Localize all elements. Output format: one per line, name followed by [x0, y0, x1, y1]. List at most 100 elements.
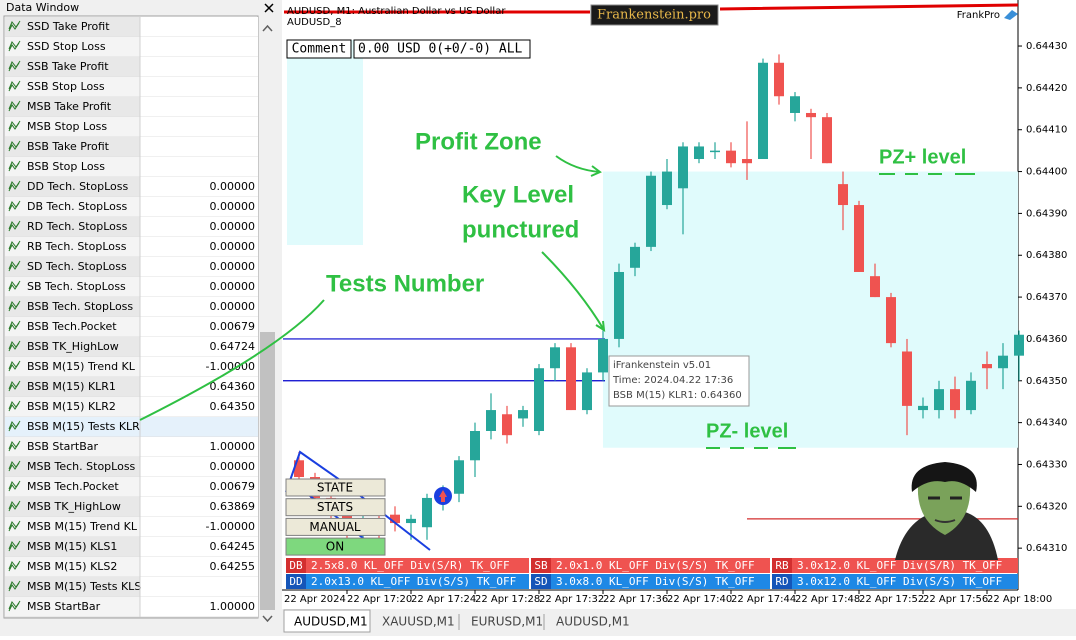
row-value: 0.00000: [210, 260, 256, 273]
row-bg: [5, 477, 140, 497]
row-bg: [140, 597, 258, 617]
status-bg: [286, 558, 529, 573]
button[interactable]: [285, 478, 386, 497]
row-icon: [8, 40, 21, 52]
row-value: 0.64245: [210, 540, 256, 553]
candle-body: [694, 146, 704, 160]
comment-label: Comment: [292, 42, 347, 57]
candle-body: [838, 184, 848, 206]
expert-hat: [1004, 10, 1018, 20]
row-name: DD Tech. StopLoss: [27, 180, 128, 193]
row-icon: [8, 420, 21, 432]
candle-body: [390, 514, 400, 524]
tooltip-line: iFrankenstein v5.01: [613, 360, 711, 371]
button[interactable]: [285, 517, 386, 536]
annotation: Tests Number: [326, 270, 484, 297]
tab-label[interactable]: AUDUSD,M1: [294, 615, 368, 629]
row-icon: [8, 340, 21, 352]
candle-body: [566, 347, 576, 411]
row-bg: [5, 597, 140, 617]
row-bg: [140, 537, 258, 557]
row-name: SSB Take Profit: [27, 60, 109, 73]
status-bg: [531, 574, 770, 589]
row-name: BSB Tech.Pocket: [27, 320, 117, 333]
tab-label[interactable]: EURUSD,M1: [471, 615, 543, 629]
candle-body: [470, 430, 480, 461]
button-label[interactable]: STATE: [317, 481, 353, 495]
row-value: 0.64350: [210, 400, 256, 413]
button[interactable]: [285, 537, 386, 556]
row-name: SD Tech. StopLoss: [27, 260, 127, 273]
row-name: BSB M(15) Trend KL: [27, 360, 136, 373]
row-value: 0.00000: [210, 280, 256, 293]
button-label[interactable]: MANUAL: [309, 520, 361, 534]
row-bg: [5, 317, 140, 337]
row-icon: [8, 220, 21, 232]
tab-label[interactable]: AUDUSD,M1: [556, 615, 630, 629]
row-icon: [8, 180, 21, 192]
row-value: 0.00679: [210, 320, 256, 333]
row-bg: [5, 197, 140, 217]
row-icon: [8, 520, 21, 532]
brand: Frankenstein.pro: [597, 8, 711, 23]
row-icon: [8, 260, 21, 272]
row-value: 0.00000: [210, 220, 256, 233]
comment-label-box: [286, 39, 352, 59]
row-bg: [140, 377, 258, 397]
status-text: 3.0x12.0 KL_OFF Div(S/R) TK_OFF: [797, 559, 1002, 572]
row-name: MSB M(15) KLS1: [27, 540, 117, 553]
status-text: 2.0x13.0 KL_OFF Div(S/S) TK_OFF: [311, 575, 516, 588]
y-tick-label: 0.64320: [1026, 501, 1067, 512]
row-icon: [8, 280, 21, 292]
status-tag-bg: [772, 558, 792, 573]
row-name: MSB M(15) Trend KL: [27, 520, 138, 533]
candle-body: [422, 497, 432, 528]
candle-body: [662, 171, 672, 206]
button[interactable]: [285, 498, 386, 517]
row-icon: [8, 560, 21, 572]
brand-box: [590, 4, 719, 26]
row-name: BSB M(15) Tests KLR: [27, 420, 140, 433]
close-icon[interactable]: [264, 3, 274, 13]
row-bg: [5, 337, 140, 357]
scroll-up[interactable]: [262, 24, 273, 32]
row-bg: [5, 77, 140, 97]
row-name: BSB Tech. StopLoss: [27, 300, 133, 313]
y-tick-label: 0.64430: [1026, 41, 1067, 52]
status-tag: RB: [775, 559, 789, 572]
row-value: 0.00000: [210, 460, 256, 473]
candle-body: [870, 276, 880, 298]
arrow: [139, 299, 325, 421]
y-tick-label: 0.64330: [1026, 459, 1067, 470]
row-value: 0.63869: [210, 500, 256, 513]
candle-body: [614, 271, 624, 339]
row-icon: [8, 600, 21, 612]
x-tick-label: 22 Apr 17:28: [475, 594, 540, 605]
candle-body: [918, 405, 928, 411]
button-label[interactable]: ON: [326, 540, 344, 554]
status-text: 2.0x1.0 KL_OFF Div(S/S) TK_OFF: [556, 559, 755, 572]
expert-name: FrankPro: [957, 10, 1000, 21]
row-bg: [140, 57, 258, 77]
row-bg: [140, 577, 258, 597]
row-name: BSB Stop Loss: [27, 160, 105, 173]
row-value: 0.00679: [210, 480, 256, 493]
candle-body: [822, 117, 832, 164]
scroll-down[interactable]: [262, 615, 273, 623]
candle-body: [902, 351, 912, 406]
row-icon: [8, 20, 21, 32]
tab-bar: [282, 609, 1076, 636]
row-name: MSB M(15) Tests KLS: [27, 580, 141, 593]
row-bg: [5, 237, 140, 257]
row-value: 0.64360: [210, 380, 256, 393]
button-label[interactable]: STATS: [317, 500, 353, 514]
portrait-hair: [911, 462, 977, 492]
scrollbar-thumb[interactable]: [260, 332, 275, 610]
row-icon: [8, 400, 21, 412]
status-text: 2.5x8.0 KL_OFF Div(S/R) TK_OFF: [311, 559, 510, 572]
row-icon: [8, 140, 21, 152]
x-tick-label: 22 Apr 18:00: [987, 594, 1052, 605]
row-bg: [5, 97, 140, 117]
status-tag-bg: [531, 574, 551, 589]
tab-label[interactable]: XAUUSD,M1: [382, 615, 455, 629]
